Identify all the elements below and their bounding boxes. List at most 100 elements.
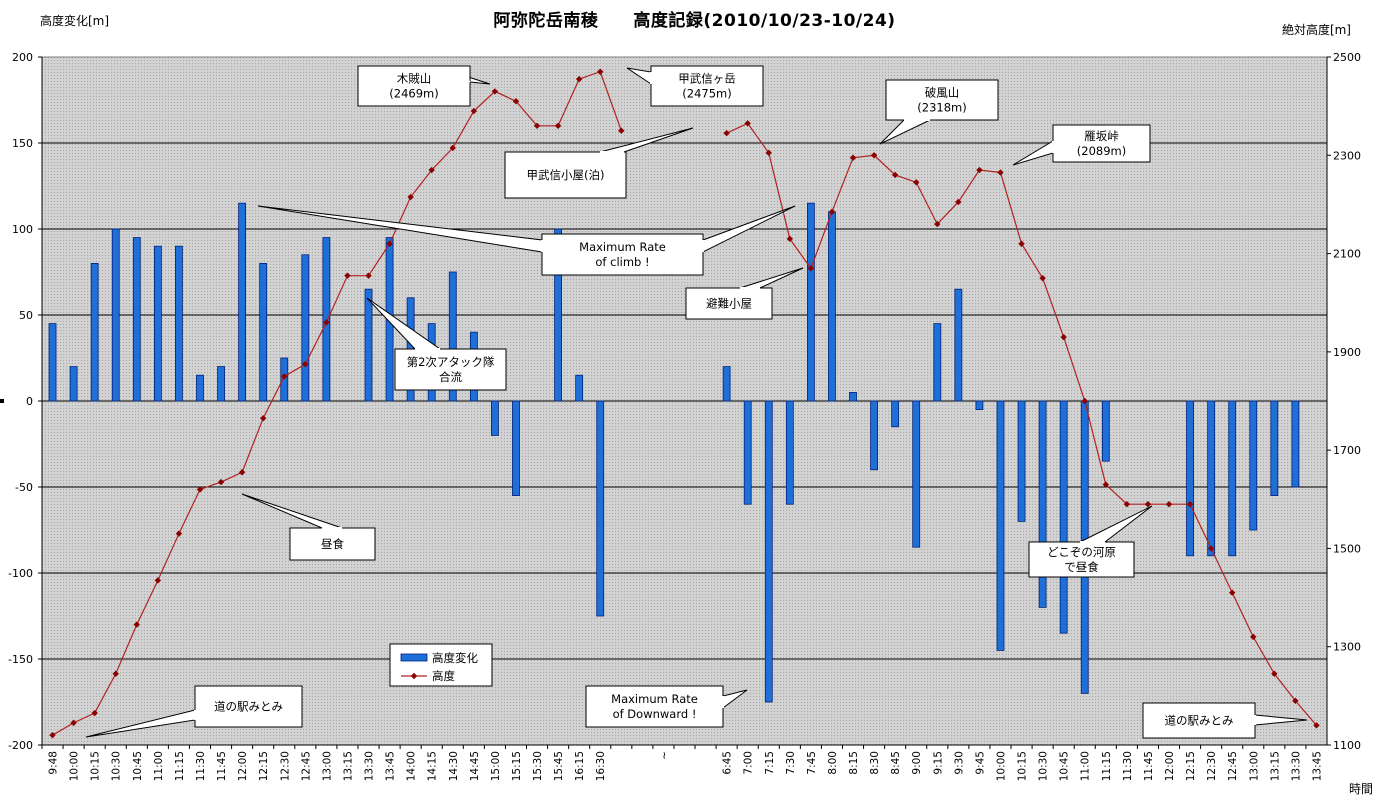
x-tick-label: 12:45 <box>300 751 312 781</box>
altitude-point <box>365 272 372 279</box>
left-tick-label: 0 <box>26 395 33 408</box>
altitude-point <box>891 171 899 179</box>
callout-text: (2475m) <box>682 87 731 101</box>
x-tick-label: 7:00 <box>743 751 755 775</box>
bar <box>1249 400 1258 531</box>
x-tick-label: 10:15 <box>90 751 102 781</box>
right-tick-label: 1900 <box>1333 346 1361 359</box>
x-tick-label: 15:00 <box>490 751 502 781</box>
callout-text: 昼食 <box>321 537 344 551</box>
altitude-point <box>491 88 499 95</box>
left-tick-label: -150 <box>8 653 33 666</box>
callout-box <box>541 233 704 276</box>
altitude-point <box>344 272 351 279</box>
altitude-point <box>1060 333 1067 341</box>
right-tick-label: 2500 <box>1333 51 1361 64</box>
x-tick-label: 7:30 <box>785 751 797 775</box>
altitude-point <box>1271 670 1278 677</box>
altitude-point <box>238 469 246 476</box>
legend-label: 高度変化 <box>432 651 478 665</box>
bar <box>111 228 120 402</box>
x-tick-label: 8:00 <box>827 751 839 775</box>
bar <box>1038 400 1047 608</box>
altitude-point <box>133 621 140 628</box>
altitude-point <box>597 68 604 75</box>
x-tick-label: 12:30 <box>1206 751 1218 781</box>
bar <box>828 211 836 402</box>
bar <box>175 245 183 402</box>
altitude-point <box>112 670 119 677</box>
x-tick-label: 10:00 <box>995 751 1007 781</box>
altitude-point <box>554 122 562 129</box>
right-tick-label: 1300 <box>1333 641 1361 654</box>
altitude-point <box>49 731 56 739</box>
bar <box>217 366 225 402</box>
bar <box>975 400 984 410</box>
x-tick-label: 12:15 <box>1185 751 1197 781</box>
callout-text: Maximum Rate <box>579 240 666 254</box>
x-tick-label: 11:15 <box>174 751 186 781</box>
bar <box>1228 400 1237 557</box>
x-tick-label: 12:30 <box>279 751 291 781</box>
left-tick-label: 50 <box>19 309 33 322</box>
x-tick-label: 9:48 <box>48 751 60 775</box>
altitude-point <box>997 169 1004 176</box>
callout-text: で昼食 <box>1064 560 1099 574</box>
callout-text: 甲武信小屋(泊) <box>527 168 605 182</box>
altitude-point <box>470 107 478 115</box>
callout: 道の駅みとみ <box>1142 702 1308 739</box>
callout-joint <box>452 71 471 83</box>
altitude-point <box>807 265 815 272</box>
x-tick-label: 13:00 <box>321 751 333 781</box>
altitude-point <box>302 360 309 368</box>
bar <box>764 400 773 703</box>
callout-box <box>289 527 376 561</box>
x-tick-label: 11:15 <box>1101 751 1113 781</box>
callout-box <box>885 79 999 121</box>
altitude-point <box>1039 274 1046 282</box>
altitude-point <box>70 719 77 727</box>
callout-box <box>357 65 471 107</box>
bar <box>891 400 900 428</box>
bar <box>575 374 584 402</box>
callout-box <box>650 65 764 107</box>
x-tick-label: 11:00 <box>153 751 165 781</box>
bar <box>596 400 605 617</box>
x-tick-label: 13:45 <box>1311 751 1323 781</box>
callout-box <box>685 287 773 320</box>
bar <box>806 202 815 402</box>
x-tick-label: 13:15 <box>342 751 354 781</box>
legend-label: 高度 <box>432 669 455 683</box>
right-tick-label: 2100 <box>1333 248 1361 261</box>
callout: 避難小屋 <box>685 267 804 320</box>
altitude-point <box>407 193 414 201</box>
bar <box>512 400 520 496</box>
right-tick-label: 1100 <box>1333 739 1361 752</box>
altitude-point <box>618 127 625 134</box>
bar <box>849 391 857 402</box>
callout: 甲武信ヶ岳(2475m) <box>626 65 764 107</box>
altitude-point <box>281 373 288 380</box>
altitude-point <box>533 122 541 129</box>
bar <box>1207 400 1216 557</box>
bar <box>301 254 310 402</box>
altitude-point <box>1123 501 1131 508</box>
altitude-point <box>175 530 183 537</box>
altitude-point <box>1292 697 1299 704</box>
x-tick-label: 9:30 <box>953 751 965 775</box>
x-tick-label: 13:15 <box>1269 751 1281 781</box>
callout-box <box>504 151 627 199</box>
callout-text: 甲武信ヶ岳 <box>678 72 736 86</box>
altitude-point <box>976 166 983 174</box>
x-tick-label: 13:30 <box>1290 751 1302 781</box>
legend-box <box>389 643 493 687</box>
legend-swatch <box>400 653 428 662</box>
altitude-point <box>955 198 962 206</box>
x-tick-label: 10:30 <box>111 751 123 781</box>
x-axis-label: 時間 <box>1349 782 1374 796</box>
altitude-point <box>1102 481 1110 488</box>
